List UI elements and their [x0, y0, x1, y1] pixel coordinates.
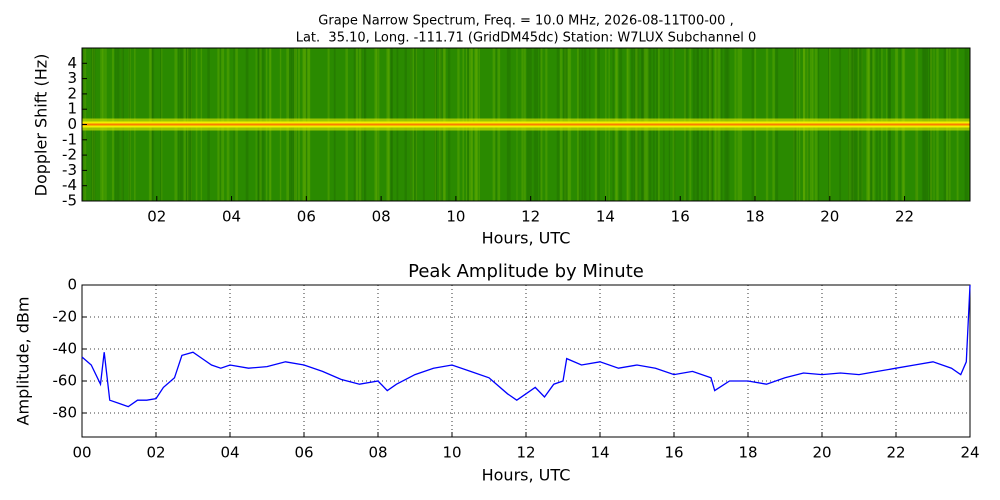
- x-tick-label: 08: [372, 208, 391, 226]
- x-tick-label: 10: [446, 208, 465, 226]
- x-tick-label: 12: [516, 444, 535, 462]
- y-tick-label: -40: [53, 340, 78, 358]
- x-tick-label: 18: [738, 444, 757, 462]
- y-tick-label: -20: [53, 308, 78, 326]
- x-tick-label: 06: [297, 208, 316, 226]
- y-tick-label: -80: [53, 404, 78, 422]
- y-tick-label: 3: [67, 69, 77, 87]
- spectrogram: [82, 48, 970, 201]
- x-tick-label: 14: [590, 444, 609, 462]
- y-tick-label: -2: [62, 146, 77, 164]
- x-tick-label: 20: [812, 444, 831, 462]
- x-tick-label: 10: [442, 444, 461, 462]
- x-tick-label: 24: [960, 444, 979, 462]
- y-tick-label: -1: [62, 130, 77, 148]
- y-tick-label: 0: [67, 115, 77, 133]
- x-tick-label: 16: [671, 208, 690, 226]
- y-tick-label: -4: [62, 176, 77, 194]
- chart-title: Peak Amplitude by Minute: [408, 261, 644, 282]
- y-tick-label: 1: [67, 100, 77, 118]
- x-tick-label: 02: [146, 444, 165, 462]
- y-tick-label: 0: [67, 276, 77, 294]
- y-axis-label: Doppler Shift (Hz): [32, 54, 51, 197]
- x-tick-label: 02: [147, 208, 166, 226]
- x-tick-label: 12: [521, 208, 540, 226]
- x-tick-label: 06: [294, 444, 313, 462]
- x-tick-label: 16: [664, 444, 683, 462]
- x-tick-label: 18: [745, 208, 764, 226]
- x-axis-label: Hours, UTC: [482, 229, 571, 248]
- x-tick-label: 04: [220, 444, 239, 462]
- x-tick-label: 04: [222, 208, 241, 226]
- x-tick-label: 14: [596, 208, 615, 226]
- title-line: Grape Narrow Spectrum, Freq. = 10.0 MHz,…: [318, 14, 733, 29]
- y-axis-label: Amplitude, dBm: [14, 297, 33, 426]
- title-line: Lat. 35.10, Long. -111.71 (GridDM45dc) S…: [296, 31, 757, 46]
- amplitude-line: [81, 284, 971, 408]
- x-tick-label: 22: [886, 444, 905, 462]
- y-tick-label: -3: [62, 161, 77, 179]
- y-tick-label: 4: [67, 54, 77, 72]
- y-tick-label: -60: [53, 372, 78, 390]
- x-tick-label: 00: [72, 444, 91, 462]
- x-tick-label: 08: [368, 444, 387, 462]
- x-tick-label: 20: [820, 208, 839, 226]
- y-tick-label: -5: [62, 192, 77, 210]
- carrier: [82, 123, 970, 126]
- y-tick-label: 2: [67, 84, 77, 102]
- x-tick-label: 22: [895, 208, 914, 226]
- x-axis-label: Hours, UTC: [482, 466, 571, 485]
